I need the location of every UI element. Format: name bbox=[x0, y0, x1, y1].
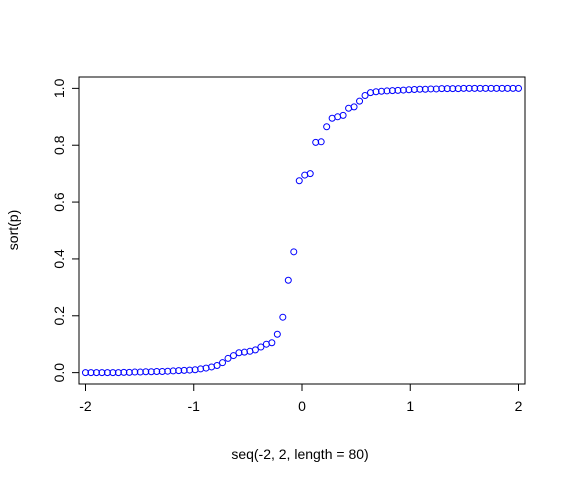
data-point bbox=[295, 177, 303, 185]
data-point bbox=[290, 248, 298, 256]
data-point bbox=[131, 368, 139, 376]
x-tick-label: 2 bbox=[515, 398, 523, 414]
data-point bbox=[421, 85, 429, 93]
data-point bbox=[87, 369, 95, 377]
data-point bbox=[388, 87, 396, 95]
data-point bbox=[229, 352, 237, 360]
data-point bbox=[284, 276, 292, 284]
data-point bbox=[317, 138, 325, 146]
data-point bbox=[142, 368, 150, 376]
data-point bbox=[482, 84, 490, 92]
data-point bbox=[454, 85, 462, 93]
data-point bbox=[186, 366, 194, 374]
data-point bbox=[383, 87, 391, 95]
data-point bbox=[120, 368, 128, 376]
plot-frame bbox=[78, 76, 526, 385]
data-point bbox=[471, 84, 479, 92]
x-tick-label: 0 bbox=[298, 398, 306, 414]
data-point bbox=[476, 84, 484, 92]
data-point bbox=[504, 84, 512, 92]
data-point bbox=[356, 97, 364, 105]
x-tick-label: 1 bbox=[406, 398, 414, 414]
y-tick-label: 0.8 bbox=[51, 135, 67, 155]
data-point bbox=[339, 111, 347, 119]
data-point bbox=[125, 368, 133, 376]
x-axis: -2 -1 0 1 2 bbox=[79, 383, 523, 414]
data-point bbox=[224, 354, 232, 362]
data-point bbox=[98, 369, 106, 377]
data-point bbox=[273, 330, 281, 338]
data-point bbox=[394, 86, 402, 94]
data-point bbox=[153, 367, 161, 375]
x-tick-label: -1 bbox=[188, 398, 201, 414]
data-point bbox=[515, 84, 523, 92]
data-point bbox=[109, 369, 117, 377]
data-point bbox=[213, 362, 221, 370]
data-point bbox=[180, 366, 188, 374]
data-point bbox=[438, 85, 446, 93]
y-tick-label: 0.2 bbox=[51, 306, 67, 326]
data-point bbox=[219, 359, 227, 367]
data-point bbox=[81, 369, 89, 377]
data-point bbox=[257, 343, 265, 351]
data-points bbox=[81, 84, 523, 377]
y-axis-label: sort(p) bbox=[5, 210, 21, 250]
data-point bbox=[103, 369, 111, 377]
data-point bbox=[432, 85, 440, 93]
data-point bbox=[449, 85, 457, 93]
y-tick-label: 0.0 bbox=[51, 363, 67, 383]
data-point bbox=[158, 367, 166, 375]
data-point bbox=[350, 103, 358, 111]
data-point bbox=[147, 368, 155, 376]
data-point bbox=[465, 84, 473, 92]
y-axis: 0.0 0.2 0.4 0.6 0.8 1.0 bbox=[51, 78, 80, 383]
data-point bbox=[377, 87, 385, 95]
data-point bbox=[114, 369, 122, 377]
data-point bbox=[509, 84, 517, 92]
data-point bbox=[164, 367, 172, 375]
data-point bbox=[427, 85, 435, 93]
data-point bbox=[405, 86, 413, 94]
data-point bbox=[361, 91, 369, 99]
data-point bbox=[175, 367, 183, 375]
data-point bbox=[169, 367, 177, 375]
x-tick-label: -2 bbox=[79, 398, 92, 414]
data-point bbox=[443, 85, 451, 93]
data-point bbox=[279, 313, 287, 321]
data-point bbox=[498, 84, 506, 92]
data-point bbox=[306, 170, 314, 178]
y-tick-label: 1.0 bbox=[51, 78, 67, 98]
data-point bbox=[410, 86, 418, 94]
data-point bbox=[416, 85, 424, 93]
data-point bbox=[487, 84, 495, 92]
data-point bbox=[460, 84, 468, 92]
data-point bbox=[399, 86, 407, 94]
data-point bbox=[136, 368, 144, 376]
data-point bbox=[323, 123, 331, 131]
data-point bbox=[268, 339, 276, 347]
y-tick-label: 0.4 bbox=[51, 249, 67, 269]
x-axis-label: seq(-2, 2, length = 80) bbox=[231, 446, 368, 462]
y-tick-label: 0.6 bbox=[51, 192, 67, 212]
data-point bbox=[251, 346, 259, 354]
data-point bbox=[92, 369, 100, 377]
data-point bbox=[493, 84, 501, 92]
